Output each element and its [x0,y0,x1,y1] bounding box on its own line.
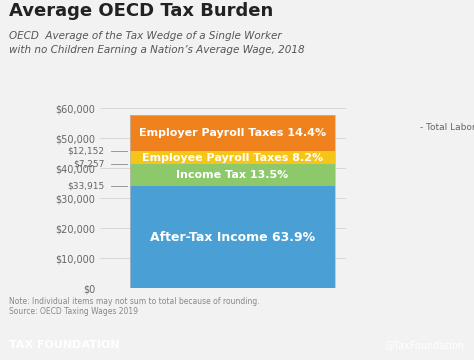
Text: OECD  Average of the Tax Wedge of a Single Worker
with no Children Earning a Nat: OECD Average of the Tax Wedge of a Singl… [9,31,305,55]
Text: $33,915: $33,915 [67,182,104,191]
Text: Average OECD Tax Burden: Average OECD Tax Burden [9,2,273,20]
Text: Note: Individual items may not sum to total because of rounding.
Source: OECD Ta: Note: Individual items may not sum to to… [9,297,260,316]
Bar [130,165,335,186]
Text: Employee Payroll Taxes 8.2%: Employee Payroll Taxes 8.2% [142,153,323,163]
Text: Employer Payroll Taxes 14.4%: Employer Payroll Taxes 14.4% [139,128,326,138]
Text: $12,152: $12,152 [67,147,104,156]
Text: - Total Labor Cost $53,816: - Total Labor Cost $53,816 [420,122,474,131]
Bar [130,186,335,288]
Text: $7,257: $7,257 [73,160,104,169]
Text: TAX FOUNDATION: TAX FOUNDATION [9,340,120,350]
Text: Income Tax 13.5%: Income Tax 13.5% [176,170,288,180]
Bar [130,114,335,151]
Text: @TaxFoundation: @TaxFoundation [384,340,465,350]
Bar [130,151,335,165]
Text: After-Tax Income 63.9%: After-Tax Income 63.9% [150,231,315,244]
